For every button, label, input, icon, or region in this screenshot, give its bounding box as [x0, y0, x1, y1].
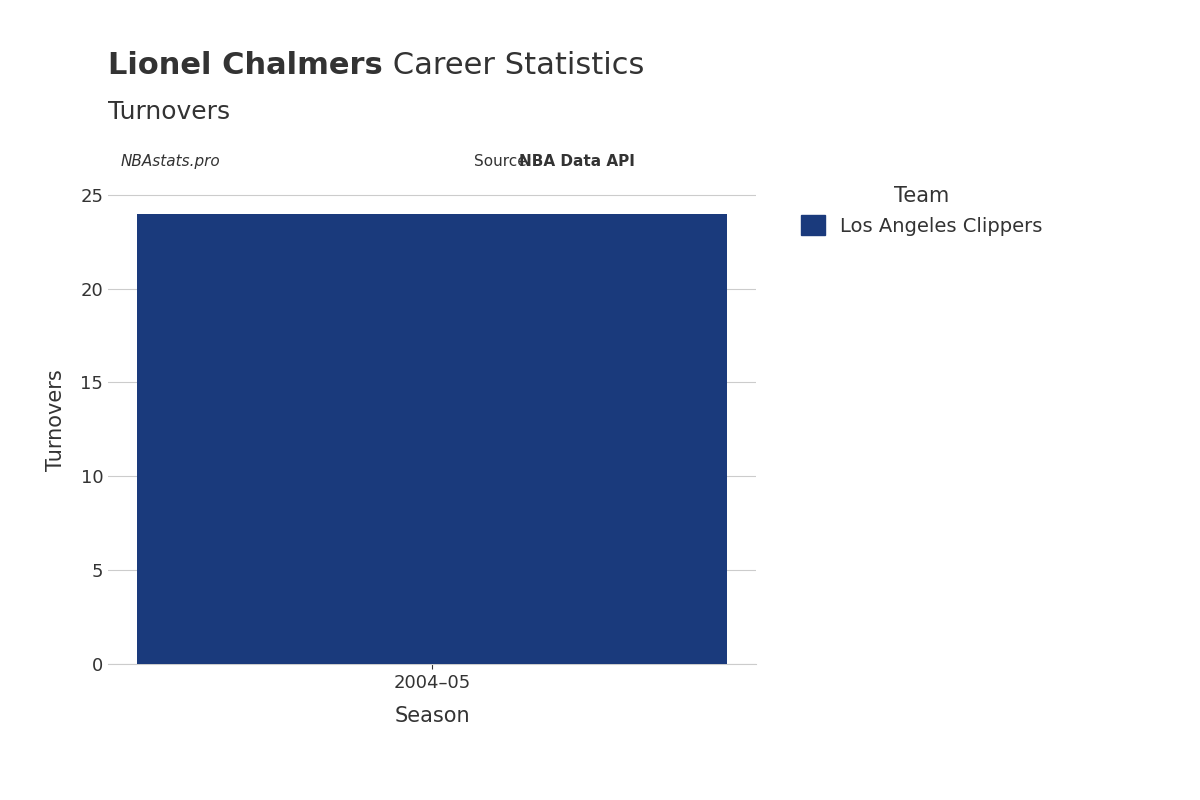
Text: NBA Data API: NBA Data API	[520, 154, 635, 169]
Text: NBAstats.pro: NBAstats.pro	[121, 154, 221, 169]
Text: Source:: Source:	[474, 154, 536, 169]
Y-axis label: Turnovers: Turnovers	[47, 369, 66, 471]
X-axis label: Season: Season	[394, 706, 470, 726]
Text: Lionel Chalmers: Lionel Chalmers	[108, 51, 383, 80]
Text: Career Statistics: Career Statistics	[383, 51, 644, 80]
Text: Turnovers: Turnovers	[108, 100, 230, 124]
Legend: Los Angeles Clippers: Los Angeles Clippers	[792, 176, 1052, 246]
